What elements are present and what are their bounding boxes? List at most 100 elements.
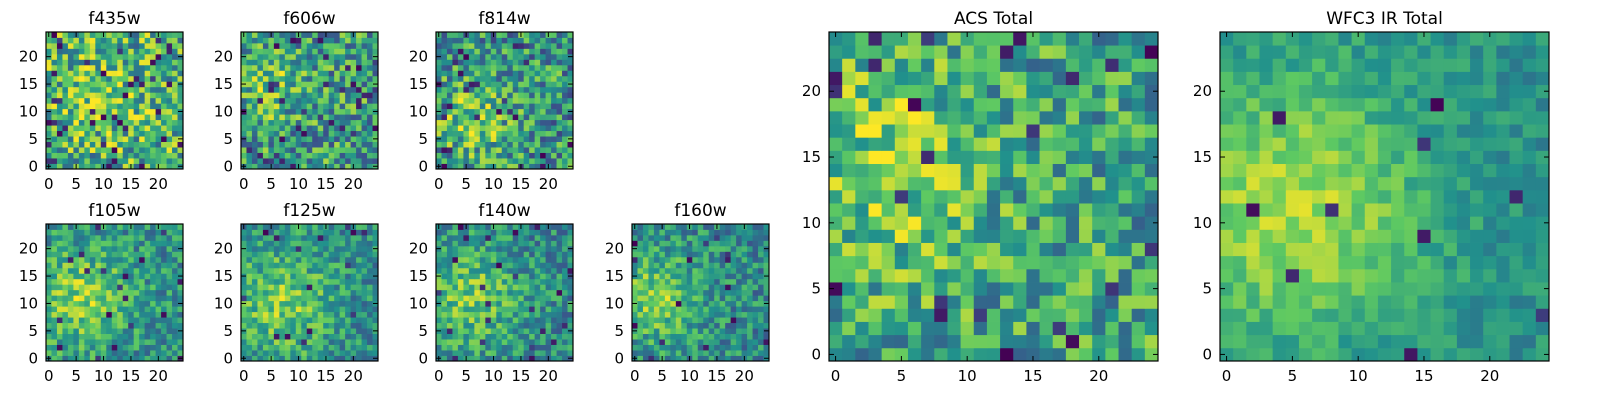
heatmap-cell	[84, 311, 91, 318]
heatmap-cell	[829, 189, 843, 204]
heatmap-cell	[1052, 189, 1067, 204]
heatmap-cell	[463, 328, 470, 334]
heatmap-cell	[436, 289, 442, 296]
heatmap-cell	[295, 136, 302, 142]
heatmap-cell	[1144, 242, 1159, 257]
heatmap-cell	[507, 158, 514, 164]
heatmap-cell	[73, 158, 80, 164]
heatmap-cell	[457, 158, 464, 164]
heatmap-cell	[446, 70, 453, 77]
heatmap-cell	[62, 262, 69, 269]
heatmap-cell	[446, 48, 453, 55]
heatmap-cell	[317, 136, 324, 142]
heatmap-cell	[562, 119, 568, 126]
heatmap-cell	[960, 255, 975, 270]
heatmap-cell	[1092, 216, 1106, 230]
heatmap-cell	[463, 350, 470, 356]
heatmap-cell	[551, 234, 557, 241]
heatmap-cell	[246, 64, 253, 71]
y-tick-label: 5	[28, 322, 38, 340]
heatmap-cell	[512, 311, 519, 318]
heatmap-cell	[372, 333, 379, 340]
heatmap-cell	[512, 53, 519, 60]
heatmap-cell	[133, 81, 140, 88]
heatmap-cell	[56, 125, 63, 132]
heatmap-cell	[290, 256, 297, 263]
heatmap-cell	[273, 300, 280, 307]
heatmap-cell	[501, 262, 508, 269]
heatmap-cell	[747, 344, 753, 351]
heatmap-cell	[730, 295, 737, 302]
heatmap-cell	[356, 234, 362, 241]
heatmap-cell	[334, 81, 341, 88]
heatmap-cell	[1105, 347, 1119, 362]
heatmap-cell	[117, 48, 124, 55]
heatmap-cell	[106, 64, 113, 71]
heatmap-cell	[317, 278, 324, 285]
heatmap-cell	[317, 81, 324, 88]
heatmap-cell	[155, 86, 162, 93]
heatmap-cell	[150, 262, 156, 269]
heatmap-cell	[73, 136, 80, 142]
heatmap-cell	[947, 321, 961, 336]
heatmap-cell	[534, 350, 541, 356]
heatmap-cell	[452, 130, 459, 137]
heatmap-cell	[345, 158, 351, 164]
heatmap-cell	[241, 64, 247, 71]
heatmap-cell	[279, 75, 286, 82]
heatmap-cell	[361, 158, 368, 164]
heatmap-cell	[73, 81, 80, 88]
heatmap-cell	[139, 130, 146, 137]
heatmap-cell	[62, 317, 69, 324]
heatmap-cell	[562, 32, 568, 38]
heatmap-cell	[446, 322, 453, 329]
heatmap-cell	[534, 267, 541, 274]
heatmap-cell	[534, 322, 541, 329]
heatmap-cell	[312, 97, 319, 104]
heatmap-cell	[62, 64, 69, 71]
heatmap-cell	[501, 64, 508, 71]
heatmap-cell	[632, 333, 638, 340]
heatmap-cell	[490, 125, 497, 132]
heatmap-cell	[356, 136, 362, 142]
heatmap-cell	[485, 125, 492, 132]
heatmap-cell	[312, 125, 319, 132]
heatmap-cell	[730, 311, 737, 318]
heatmap-cell	[122, 152, 129, 159]
heatmap-cell	[46, 344, 52, 351]
heatmap-cell	[457, 251, 464, 258]
heatmap-cell	[51, 152, 58, 159]
heatmap-cell	[529, 306, 536, 313]
heatmap-cell	[117, 311, 124, 318]
heatmap-cell	[56, 306, 63, 313]
heatmap-cell	[446, 317, 453, 324]
heatmap-cell	[246, 234, 253, 241]
heatmap-cell	[323, 234, 330, 241]
heatmap-cell	[155, 289, 162, 296]
heatmap-cell	[67, 333, 74, 340]
heatmap-cell	[84, 37, 91, 44]
heatmap-cell	[273, 75, 280, 82]
heatmap-cell	[1000, 242, 1014, 257]
heatmap-cell	[523, 70, 530, 77]
heatmap-cell	[290, 322, 297, 329]
heatmap-cell	[295, 37, 302, 44]
heatmap-cell	[67, 81, 74, 88]
heatmap-cell	[372, 119, 379, 126]
y-tick-label: 15	[214, 267, 233, 285]
heatmap-cell	[361, 317, 368, 324]
heatmap-cell	[95, 300, 102, 307]
heatmap-cell	[166, 81, 173, 88]
heatmap-cell	[106, 350, 113, 356]
heatmap-cell	[150, 147, 156, 153]
heatmap-cell	[551, 322, 557, 329]
heatmap-cell	[284, 240, 291, 247]
heatmap-cell	[251, 163, 258, 170]
heatmap-cell	[128, 147, 135, 153]
heatmap-cell	[540, 103, 546, 110]
heatmap-cell	[648, 300, 655, 307]
heatmap-cell	[507, 240, 514, 247]
heatmap-cell	[46, 141, 52, 148]
heatmap-cell	[556, 251, 563, 258]
heatmap-cell	[56, 234, 63, 241]
